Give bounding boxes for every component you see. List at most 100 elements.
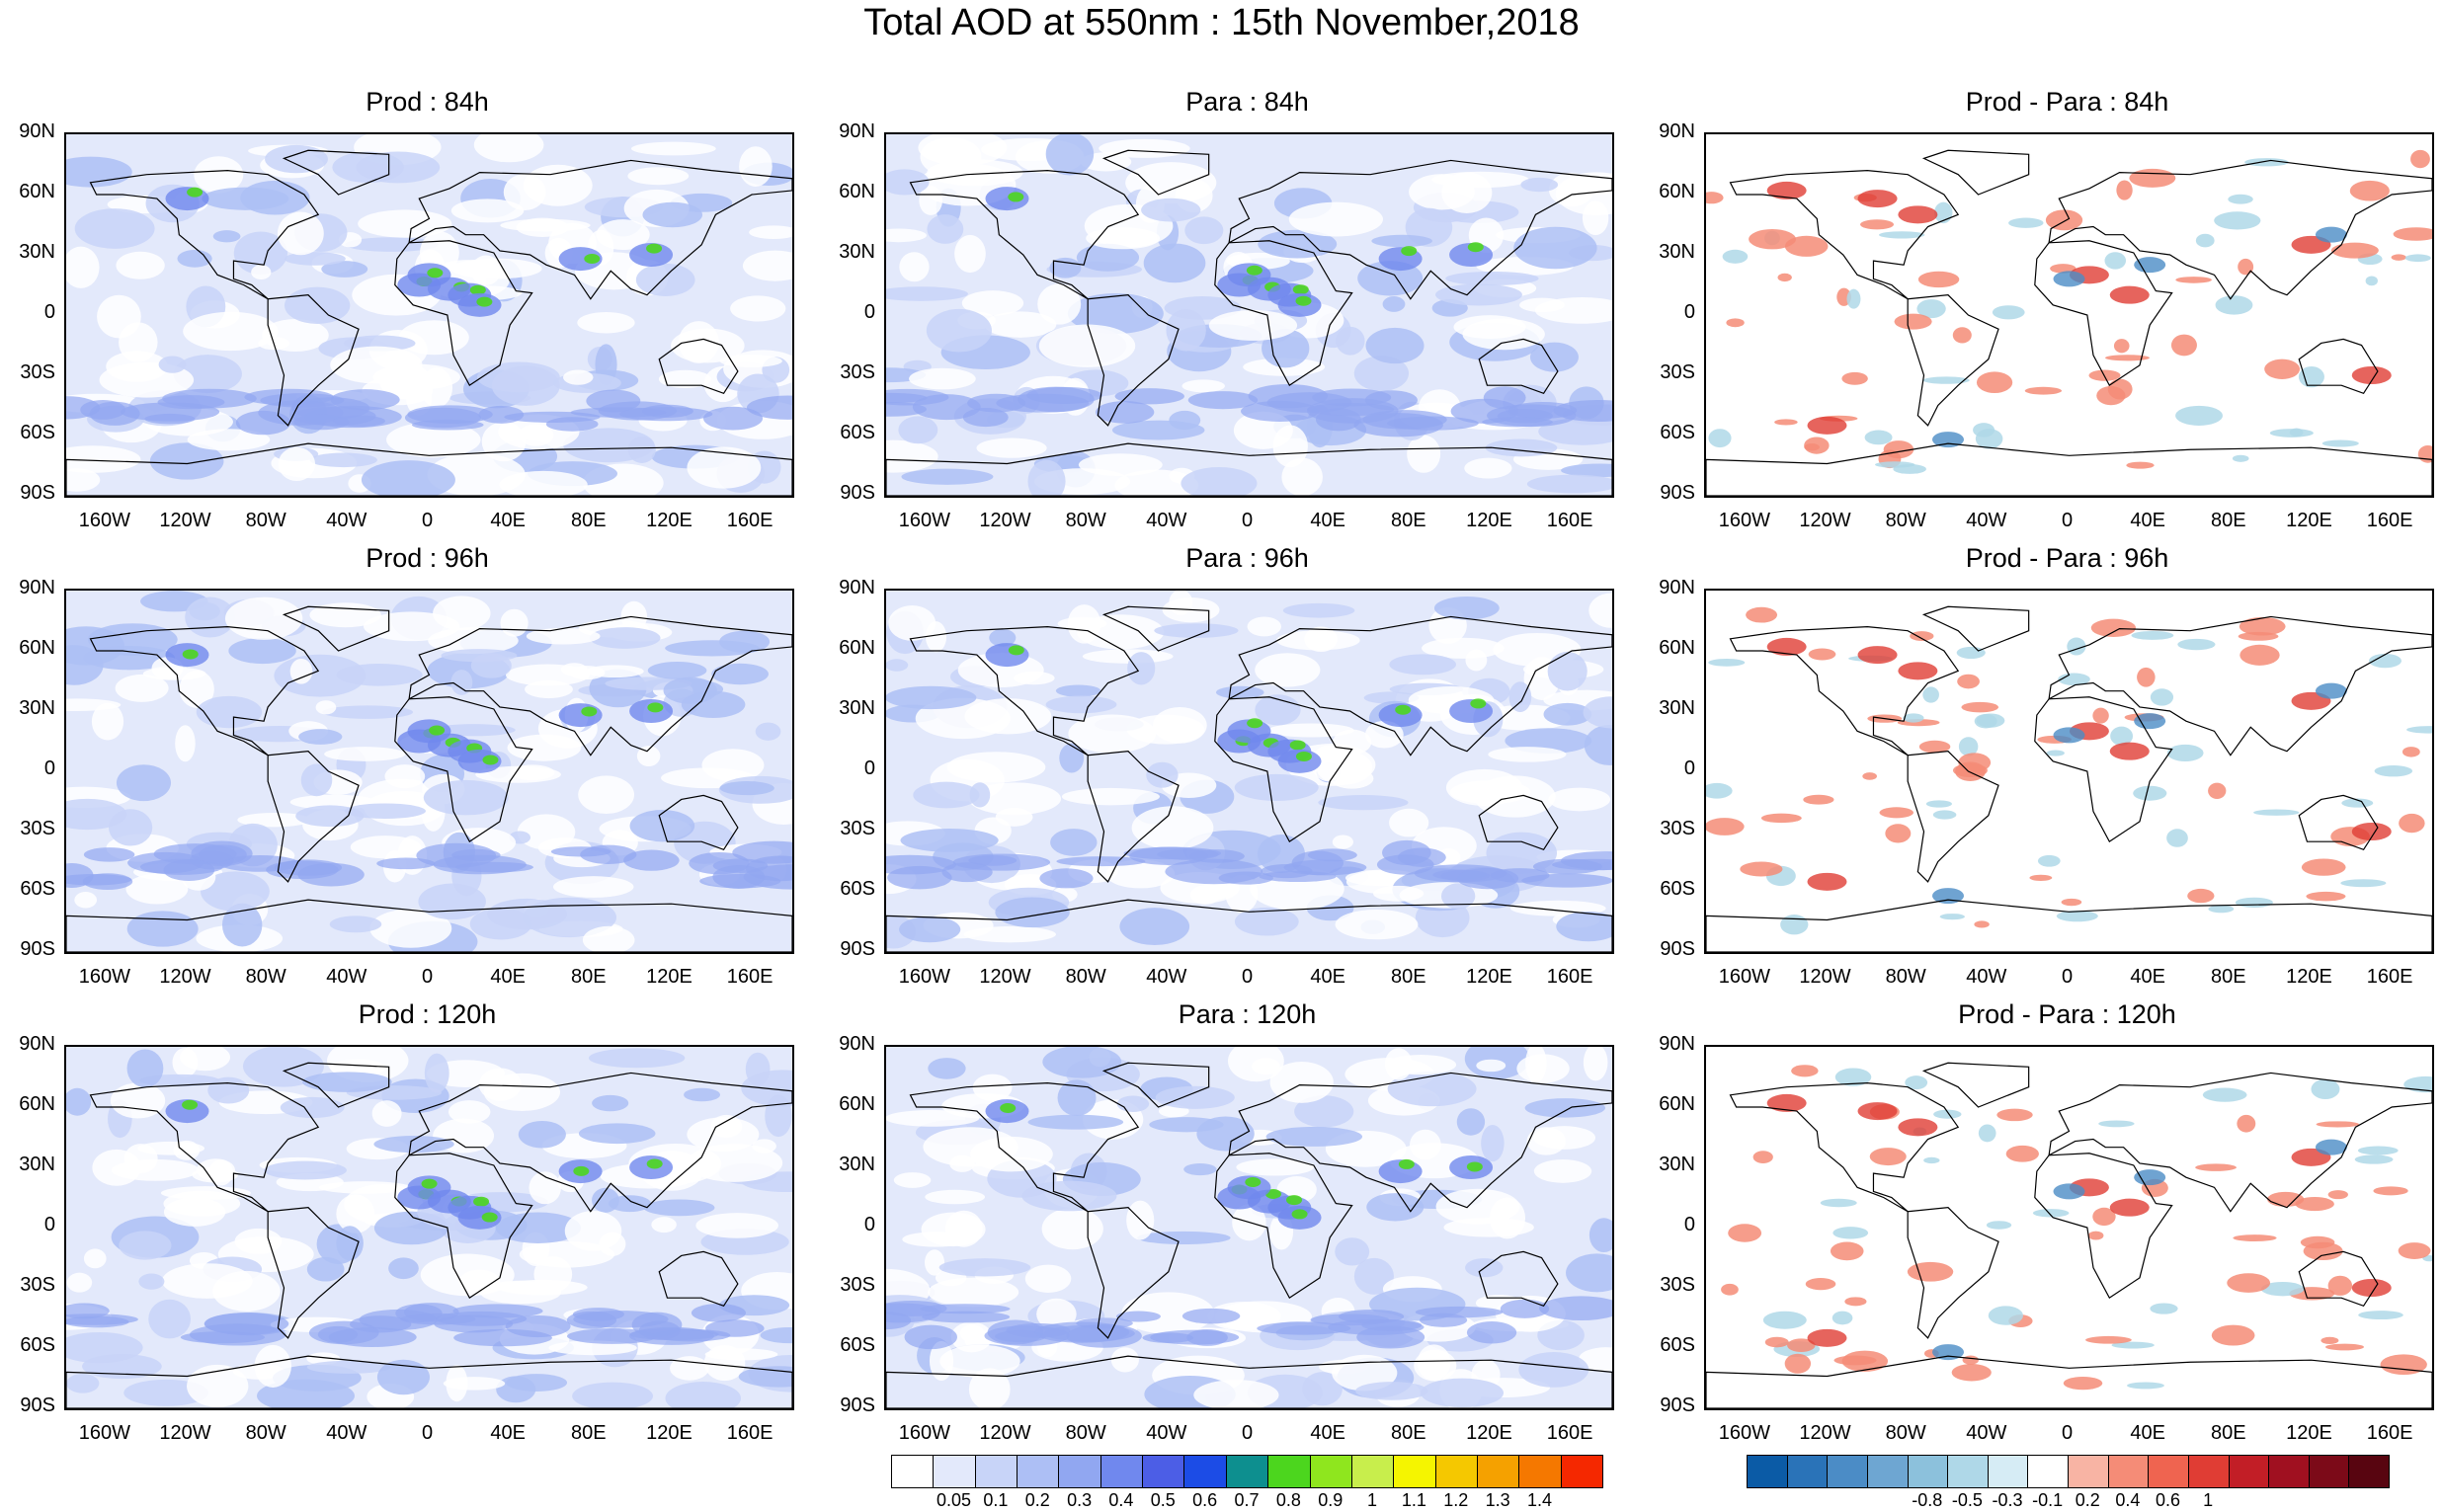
colorbar-swatch <box>1476 1455 1520 1488</box>
colorbar-swatch <box>1786 1455 1829 1488</box>
aod-patch <box>1127 652 1156 685</box>
aod-patch <box>946 752 1046 783</box>
lon-tick-label: 160W <box>78 966 130 988</box>
aod-patch <box>423 779 509 816</box>
aod-peak <box>646 1158 663 1169</box>
diff-strong-negative <box>2134 257 2166 274</box>
colorbar-label: 1.2 <box>1443 1490 1469 1510</box>
lat-tick-label: 90N <box>19 120 55 142</box>
aod-peak <box>482 755 499 765</box>
colorbar-swatch <box>1434 1455 1478 1488</box>
aod-patch <box>228 637 296 665</box>
diff-positive <box>1784 1353 1812 1374</box>
aod-patch <box>1252 1058 1280 1075</box>
aod-patch <box>1556 911 1612 942</box>
aod-patch <box>1445 271 1539 286</box>
aod-patch <box>1110 1347 1139 1373</box>
aod-patch <box>1526 474 1612 494</box>
aod-patch <box>984 311 1057 338</box>
diff-negative <box>1820 1198 1857 1208</box>
lat-tick-label: 90S <box>1660 1394 1695 1416</box>
aod-patch <box>243 1047 324 1087</box>
lat-tick-label: 90S <box>1660 482 1695 504</box>
diff-positive <box>1777 273 1792 282</box>
diff-negative <box>2365 276 2378 286</box>
diff-positive <box>1791 1065 1819 1077</box>
aod-patch <box>1566 1253 1612 1293</box>
aod-patch <box>939 1344 1020 1378</box>
aod-patch <box>507 734 582 761</box>
aod-patch <box>386 422 481 458</box>
aod-peak <box>421 1178 438 1189</box>
aod-patch <box>373 1135 454 1154</box>
aod-band <box>691 1304 746 1322</box>
diff-positive <box>2399 813 2425 834</box>
aod-band <box>962 408 1009 428</box>
diff-negative <box>2235 897 2273 909</box>
coastline <box>1478 1250 1559 1308</box>
aod-band <box>1114 388 1184 405</box>
diff-strong-positive <box>2351 1279 2392 1297</box>
colorbar-swatch <box>974 1455 1018 1488</box>
aod-patch <box>1456 1108 1486 1136</box>
diff-negative <box>2228 194 2253 204</box>
colorbar-swatch <box>1017 1455 1060 1488</box>
aod-patch <box>476 361 560 393</box>
aod-patch <box>749 225 792 240</box>
lat-tick-label: 30N <box>19 697 55 719</box>
lon-tick-label: 160E <box>2366 510 2413 531</box>
diff-positive <box>1894 313 1932 330</box>
aod-patch <box>635 263 695 296</box>
lat-tick-label: 0 <box>863 1214 875 1235</box>
aod-peak <box>1246 265 1262 276</box>
aod-patch <box>187 1364 249 1407</box>
aod-patch <box>1265 1126 1363 1147</box>
aod-band <box>163 859 215 882</box>
aod-patch <box>321 261 368 278</box>
colorbar-label: -0.3 <box>1992 1490 2023 1510</box>
aod-patch <box>1533 1158 1592 1183</box>
lat-tick-label: 60S <box>1660 1334 1695 1356</box>
lon-tick-label: 160E <box>1546 1422 1593 1444</box>
diff-positive <box>1804 437 1830 454</box>
diff-negative <box>1878 231 1925 239</box>
aod-band <box>996 393 1090 413</box>
aod-patch <box>730 295 786 322</box>
aod-patch <box>1417 1344 1451 1382</box>
diff-positive <box>2024 386 2063 395</box>
map-field <box>886 591 1612 952</box>
aod-band <box>1157 848 1219 860</box>
diff-negative <box>2166 829 2188 847</box>
aod-band <box>1466 1321 1517 1344</box>
aod-patch <box>1141 198 1201 222</box>
colorbar-swatch <box>1907 1455 1949 1488</box>
aod-patch <box>1513 226 1597 270</box>
aod-patch <box>221 903 263 947</box>
aod-band <box>1039 868 1094 889</box>
diff-positive <box>2393 227 2432 241</box>
aod-high <box>1227 263 1271 287</box>
lat-tick-label: 90S <box>20 1394 55 1416</box>
lon-tick-label: 160E <box>726 1422 774 1444</box>
lat-tick-label: 30S <box>20 361 55 383</box>
aod-band <box>1115 1311 1161 1322</box>
diff-negative <box>2214 211 2261 230</box>
diff-negative <box>1933 1109 1962 1119</box>
diff-strong-positive <box>1857 1102 1898 1121</box>
aod-peak <box>481 1212 498 1223</box>
aod-patch <box>695 1213 778 1238</box>
diff-strong-positive <box>2351 366 2392 384</box>
diff-negative <box>1846 288 1861 309</box>
aod-band <box>1482 417 1553 428</box>
lon-tick-label: 80E <box>2211 510 2246 531</box>
lon-tick-label: 0 <box>2061 510 2074 531</box>
aod-patch <box>1119 908 1190 946</box>
lat-tick-label: 90S <box>20 482 55 504</box>
diff-strong-positive <box>1807 1328 1847 1347</box>
coastline <box>394 1153 533 1300</box>
aod-patch <box>1421 1378 1505 1408</box>
aod-patch <box>627 167 690 186</box>
aod-patch <box>582 925 635 952</box>
lon-tick-label: 40E <box>2130 966 2165 988</box>
lon-tick-label: 160W <box>78 1422 130 1444</box>
